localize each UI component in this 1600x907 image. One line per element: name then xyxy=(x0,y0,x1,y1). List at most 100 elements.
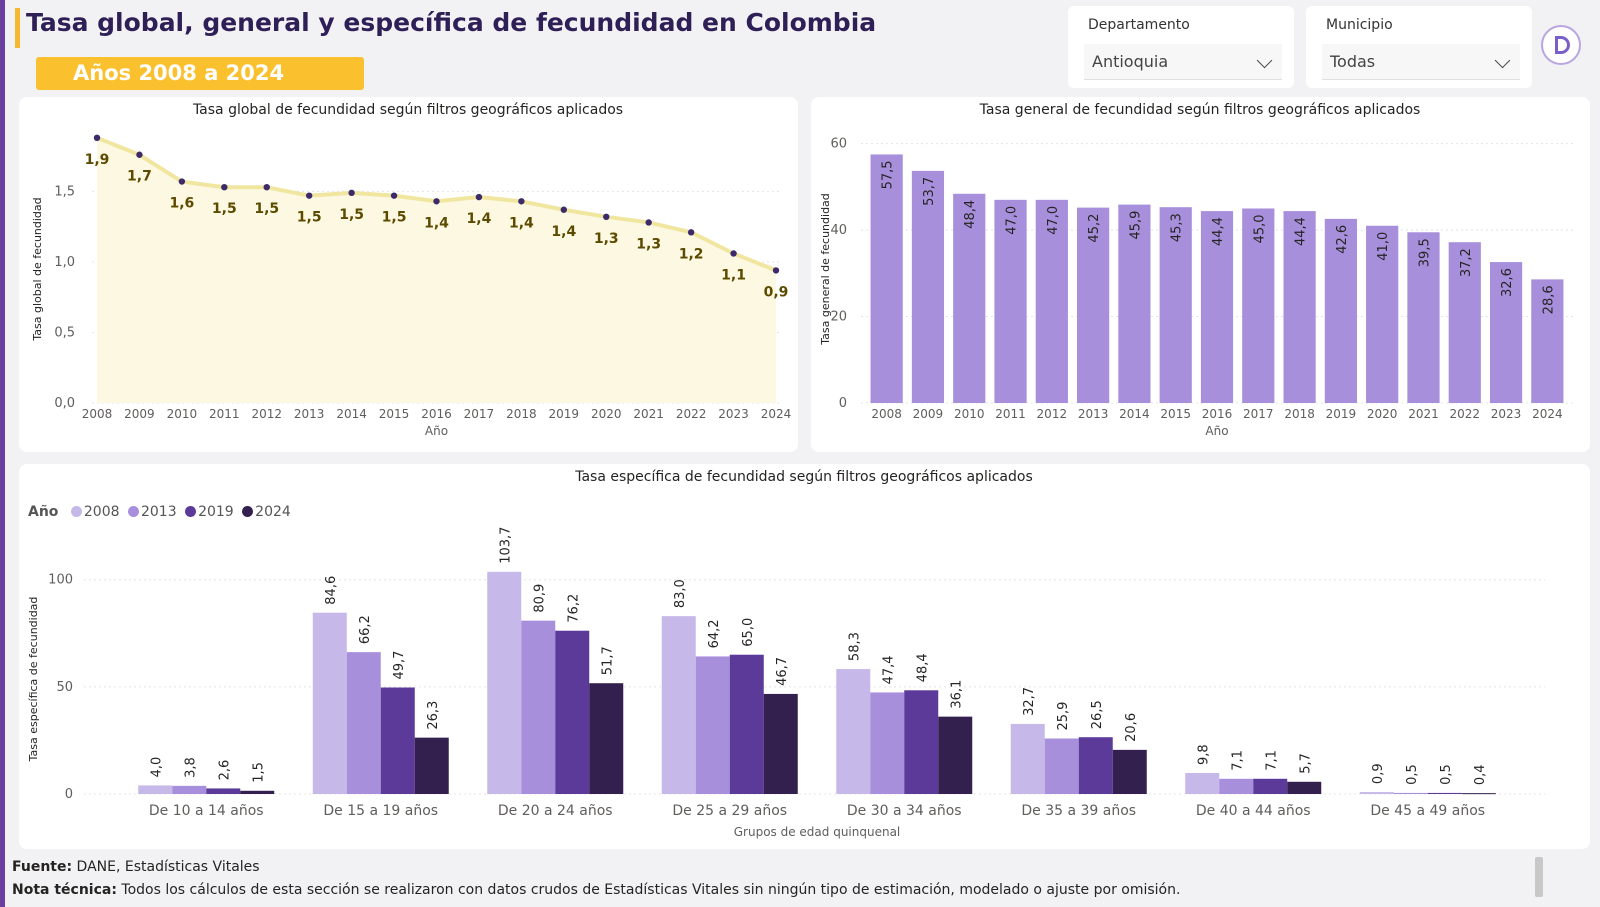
data-label: 1,3 xyxy=(594,231,619,247)
data-point xyxy=(518,198,525,205)
bar xyxy=(380,687,415,794)
data-label: 1,5 xyxy=(212,201,237,217)
data-label: 1,4 xyxy=(424,215,449,231)
legend-label: 2024 xyxy=(255,504,291,520)
bar xyxy=(172,785,207,794)
data-point xyxy=(687,229,695,236)
bar xyxy=(911,170,945,403)
x-tick-label: 2011 xyxy=(995,407,1026,421)
data-label: 25,9 xyxy=(1056,702,1071,731)
general-fertility-chart: Tasa general de fecundidad según filtros… xyxy=(819,102,1573,438)
data-point xyxy=(178,178,186,185)
x-tick-label: 2013 xyxy=(1078,407,1109,421)
x-tick-label: 2015 xyxy=(1160,407,1191,421)
data-label: 3,8 xyxy=(183,757,198,778)
left-accent-bar xyxy=(0,0,5,907)
bar xyxy=(870,692,905,794)
bar xyxy=(1283,211,1316,403)
data-label: 26,5 xyxy=(1090,700,1105,729)
bar xyxy=(938,716,973,794)
bar xyxy=(1427,792,1462,794)
data-label: 0,9 xyxy=(764,284,789,300)
bar xyxy=(1078,737,1113,794)
bar xyxy=(904,690,939,794)
data-label: 9,8 xyxy=(1196,744,1211,765)
departamento-dropdown[interactable]: Antioquia xyxy=(1084,44,1282,80)
x-tick-label: De 45 a 49 años xyxy=(1370,803,1485,819)
data-label: 49,7 xyxy=(392,651,407,680)
bar xyxy=(312,612,347,794)
municipio-value: Todas xyxy=(1330,52,1376,71)
title-accent xyxy=(15,8,20,48)
y-tick-label: 0,0 xyxy=(54,396,75,411)
specific-legend: Año 2008 2013 2019 2024 xyxy=(28,504,295,520)
bar xyxy=(1159,207,1192,403)
bar xyxy=(1461,793,1496,795)
bar xyxy=(870,154,903,403)
bar xyxy=(695,656,730,794)
global-chart-card: Tasa global de fecundidad según filtros … xyxy=(19,97,798,452)
x-tick-label: 2015 xyxy=(379,407,410,421)
legend-label: 2013 xyxy=(140,504,177,520)
bar xyxy=(953,193,986,403)
legend-item-2024[interactable]: 2024 xyxy=(242,504,291,520)
data-label: 76,2 xyxy=(566,594,581,623)
x-tick-label: 2020 xyxy=(591,407,622,421)
x-tick-label: 2009 xyxy=(913,407,944,421)
bar xyxy=(1489,262,1523,403)
legend-dot xyxy=(127,506,139,517)
x-tick-label: De 15 a 19 años xyxy=(323,803,438,819)
bar xyxy=(487,571,522,794)
global-fertility-chart: Tasa global de fecundidad según filtros … xyxy=(31,102,792,438)
y-tick-label: 1,5 xyxy=(54,184,75,199)
x-tick-label: 2018 xyxy=(506,407,537,421)
legend-item-2013[interactable]: 2013 xyxy=(127,504,177,520)
general-chart-card: Tasa general de fecundidad según filtros… xyxy=(811,97,1590,452)
data-label: 1,7 xyxy=(127,169,152,185)
y-tick-label: 1,0 xyxy=(54,255,75,270)
data-label: 47,0 xyxy=(1046,206,1061,235)
data-point xyxy=(645,219,652,226)
data-point xyxy=(305,192,313,199)
x-tick-label: 2019 xyxy=(549,407,580,421)
bar xyxy=(1200,211,1234,403)
scrollbar[interactable] xyxy=(1535,857,1543,897)
legend-label: 2008 xyxy=(83,504,120,520)
data-label: 66,2 xyxy=(358,615,373,644)
years-badge: Años 2008 a 2024 xyxy=(36,57,364,90)
chevron-down-icon xyxy=(1256,52,1273,69)
data-point xyxy=(221,183,228,191)
x-tick-label: 2021 xyxy=(1408,407,1439,421)
x-tick-label: 2013 xyxy=(294,407,325,421)
data-point xyxy=(730,250,737,257)
municipio-dropdown[interactable]: Todas xyxy=(1322,44,1520,80)
x-tick-label: De 40 a 44 años xyxy=(1196,803,1311,819)
y-tick-label: 0 xyxy=(839,396,847,411)
specific-chart-card: Tasa específica de fecundidad según filt… xyxy=(19,464,1590,849)
data-label: 53,7 xyxy=(922,177,937,206)
chart-title: Tasa global de fecundidad según filtros … xyxy=(192,102,623,118)
x-axis-title: Año xyxy=(425,424,448,438)
data-label: 26,3 xyxy=(426,701,441,730)
bar xyxy=(555,630,590,794)
y-tick-label: 20 xyxy=(830,310,847,325)
bar xyxy=(1185,773,1220,794)
x-tick-label: 2008 xyxy=(871,407,902,421)
y-axis-title: Tasa específica de fecundidad xyxy=(27,597,40,763)
bar xyxy=(1219,778,1254,794)
legend-item-2008[interactable]: 2008 xyxy=(70,504,120,520)
x-axis-title: Grupos de edad quinquenal xyxy=(734,825,901,839)
data-label: 84,6 xyxy=(324,576,339,605)
data-label: 1,4 xyxy=(467,211,492,227)
data-label: 58,3 xyxy=(847,632,862,661)
data-label: 1,5 xyxy=(251,762,266,783)
data-label: 48,4 xyxy=(963,200,978,229)
data-label: 0,4 xyxy=(1473,764,1488,785)
bar xyxy=(661,616,696,794)
data-label: 1,5 xyxy=(382,210,407,226)
x-tick-label: 2024 xyxy=(761,407,792,421)
legend-item-2019[interactable]: 2019 xyxy=(185,504,234,520)
data-label: 65,0 xyxy=(741,618,756,647)
data-point xyxy=(475,193,483,201)
x-tick-label: 2024 xyxy=(1532,407,1563,421)
